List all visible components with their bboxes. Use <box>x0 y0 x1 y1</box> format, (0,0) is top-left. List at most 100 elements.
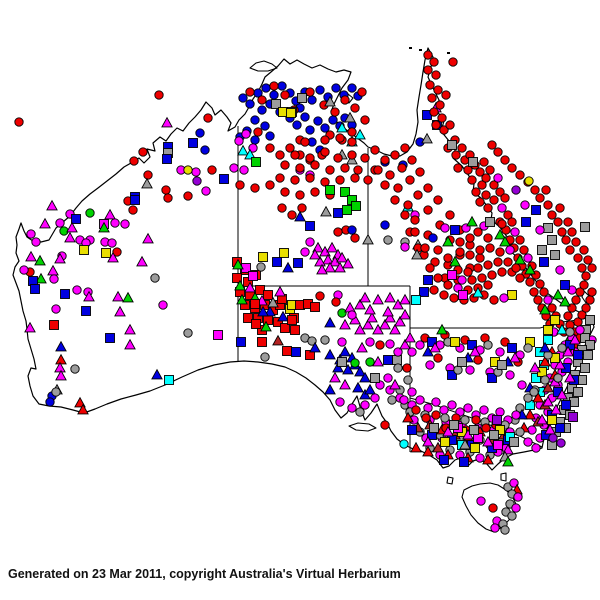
map-marker-circle <box>403 375 413 385</box>
map-marker-circle <box>195 128 205 138</box>
map-marker-triangle <box>320 205 332 217</box>
map-marker-circle <box>489 180 499 190</box>
map-marker-circle <box>320 147 330 157</box>
map-marker-square <box>280 323 290 333</box>
map-marker-square <box>468 157 478 167</box>
map-marker-square <box>351 201 361 211</box>
map-marker-circle <box>400 210 410 220</box>
map-marker-square <box>392 355 402 365</box>
map-marker-square <box>531 373 541 383</box>
map-marker-triangle <box>257 305 269 317</box>
map-marker-square <box>447 270 457 280</box>
map-marker-square <box>580 222 590 232</box>
map-marker-circle <box>433 245 443 255</box>
map-marker-circle <box>307 336 317 346</box>
map-marker-circle <box>525 277 535 287</box>
map-marker-circle <box>350 173 360 183</box>
map-marker-triangle <box>384 311 396 323</box>
map-marker-triangle <box>77 403 89 415</box>
map-marker-circle <box>489 295 499 305</box>
map-marker-circle <box>457 143 467 153</box>
map-marker-circle <box>307 95 317 105</box>
map-marker-circle <box>393 183 403 193</box>
map-marker-circle <box>483 233 493 243</box>
map-marker-square <box>251 319 261 329</box>
map-marker-triangle <box>55 353 67 365</box>
map-marker-triangle <box>324 261 336 273</box>
map-marker-circle <box>143 170 153 180</box>
map-marker-circle <box>503 257 513 267</box>
map-marker-circle <box>460 415 470 425</box>
map-marker-triangle <box>389 323 401 335</box>
map-marker-circle <box>465 250 475 260</box>
map-marker-circle <box>465 365 475 375</box>
map-marker-circle <box>519 245 529 255</box>
map-marker-circle <box>313 116 323 126</box>
map-marker-circle <box>183 328 193 338</box>
map-marker-triangle <box>339 318 351 330</box>
map-marker-circle <box>487 270 497 280</box>
map-marker-circle <box>439 405 449 415</box>
map-marker-circle <box>476 496 486 506</box>
map-marker-circle <box>300 112 310 122</box>
map-marker-triangle <box>499 235 511 247</box>
map-marker-triangle <box>334 261 346 273</box>
map-marker-circle <box>393 363 403 373</box>
map-marker-circle <box>435 100 445 110</box>
map-marker-triangle <box>382 305 394 317</box>
map-marker-triangle <box>324 383 336 395</box>
map-marker-circle <box>473 263 483 273</box>
map-marker-triangle <box>372 355 384 367</box>
map-marker-triangle <box>112 290 124 302</box>
map-marker-square <box>585 340 595 350</box>
map-marker-circle <box>120 219 130 229</box>
map-marker-circle <box>523 343 533 353</box>
map-marker-circle <box>510 227 520 237</box>
map-marker-circle <box>245 87 255 97</box>
map-marker-circle <box>280 90 290 100</box>
map-marker-circle <box>335 175 345 185</box>
map-marker-circle <box>548 433 558 443</box>
map-marker-triangle <box>562 345 574 357</box>
map-marker-triangle <box>244 148 256 160</box>
map-marker-square <box>543 223 553 233</box>
map-marker-circle <box>499 293 509 303</box>
map-marker-circle <box>203 113 213 123</box>
map-marker-circle <box>523 437 533 447</box>
map-marker-square <box>243 313 253 323</box>
map-marker-circle <box>443 253 453 263</box>
map-marker-circle <box>333 153 343 163</box>
map-marker-circle <box>497 203 507 213</box>
map-marker-circle <box>481 190 491 200</box>
map-marker-circle <box>305 125 315 135</box>
map-marker-circle <box>515 427 525 437</box>
map-marker-circle <box>269 90 279 100</box>
map-marker-circle <box>500 155 510 165</box>
map-marker-circle <box>347 225 357 235</box>
map-marker-circle <box>315 85 325 95</box>
map-marker-circle <box>235 180 245 190</box>
map-marker-circle <box>555 203 565 213</box>
map-marker-triangle <box>352 381 364 393</box>
map-marker-circle <box>380 220 390 230</box>
map-marker-square <box>282 346 292 356</box>
map-marker-triangle <box>422 445 434 457</box>
map-marker-circle <box>265 143 275 153</box>
map-marker-circle <box>110 218 120 228</box>
map-marker-circle <box>431 410 441 420</box>
map-marker-circle <box>421 413 431 423</box>
map-marker-square <box>236 337 246 347</box>
map-marker-circle <box>579 280 589 290</box>
map-marker-circle <box>280 160 290 170</box>
map-marker-square <box>342 205 352 215</box>
map-marker-square <box>547 235 557 245</box>
map-marker-circle <box>410 215 420 225</box>
map-marker-circle <box>513 492 523 502</box>
map-marker-triangle <box>336 251 348 263</box>
map-marker-square <box>81 306 91 316</box>
map-marker-circle <box>295 190 305 200</box>
map-marker-circle <box>51 304 61 314</box>
map-marker-triangle <box>244 281 256 293</box>
map-marker-triangle <box>366 311 378 323</box>
